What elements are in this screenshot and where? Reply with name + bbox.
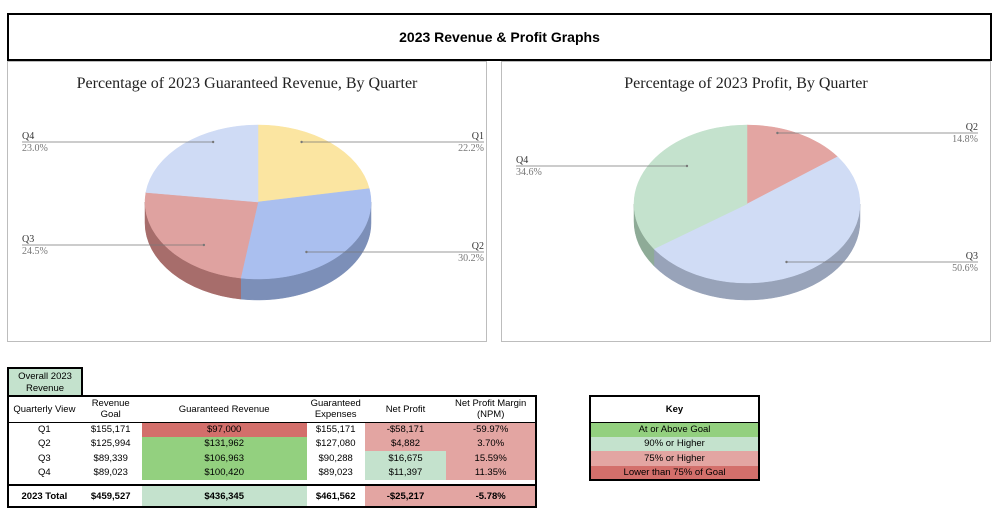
revenue-pie-chart: Percentage of 2023 Guaranteed Revenue, B… — [7, 61, 487, 342]
table-row: Q4 $89,023 $100,420 $89,023 $11,397 11.35% — [8, 465, 536, 480]
key-item: At or Above Goal — [590, 422, 759, 437]
cell-guaranteed-revenue: $97,000 — [141, 422, 307, 437]
table-row: Q1 $155,171 $97,000 $155,171 -$58,171 -59.97% — [8, 422, 536, 437]
key-row: Lower than 75% of Goal — [590, 465, 759, 480]
cell-revenue-goal: $459,527 — [79, 484, 142, 507]
cell-npm: 3.70% — [446, 436, 536, 451]
cell-net-profit: $4,882 — [364, 436, 447, 451]
table-row: Q3 $89,339 $106,963 $90,288 $16,675 15.59% — [8, 451, 536, 466]
key-item: 75% or Higher — [590, 451, 759, 466]
slice-label-q1: Q1 — [472, 131, 484, 142]
cell-net-profit: $11,397 — [364, 465, 447, 480]
table-row: Q2 $125,994 $131,962 $127,080 $4,882 3.70% — [8, 436, 536, 451]
cell-guaranteed-revenue: $100,420 — [141, 465, 307, 480]
revenue-chart-title: Percentage of 2023 Guaranteed Revenue, B… — [76, 75, 418, 92]
slice-pct-q4: 34.6% — [516, 167, 542, 178]
slice-label-q4: Q4 — [516, 155, 528, 166]
cell-quarter: 2023 Total — [8, 484, 80, 507]
cell-guaranteed-expenses: $127,080 — [315, 438, 356, 450]
header-guaranteed-revenue: Guaranteed Revenue — [141, 396, 307, 423]
pie-slice-q3 — [144, 192, 259, 279]
leader-dot-q3 — [785, 260, 788, 264]
key-item: Lower than 75% of Goal — [590, 465, 759, 480]
cell-revenue-goal: $89,339 — [93, 452, 128, 464]
cell-revenue-goal: $89,023 — [93, 467, 128, 479]
cell-revenue-goal: $155,171 — [90, 424, 131, 435]
cell-guaranteed-revenue: $436,345 — [141, 484, 307, 507]
overall-revenue-tag: Overall 2023 Revenue — [7, 367, 83, 396]
header-quarterly-view: Quarterly View — [8, 396, 80, 423]
slice-pct-q4: 23.0% — [22, 143, 48, 154]
leader-dot-q4 — [211, 140, 215, 144]
leader-dot-q2 — [776, 131, 779, 135]
key-title: Key — [590, 396, 759, 423]
slice-label-q2: Q2 — [472, 241, 484, 252]
header-npm: Net Profit Margin (NPM) — [446, 396, 536, 423]
cell-quarter: Q1 — [38, 424, 51, 435]
cell-net-profit: -$25,217 — [364, 484, 447, 507]
slice-pct-q2: 30.2% — [458, 253, 484, 264]
cell-guaranteed-expenses: $89,023 — [318, 467, 353, 479]
table-header-row: Quarterly View Revenue Goal Guaranteed R… — [8, 396, 536, 423]
key-row: 90% or Higher — [590, 436, 759, 451]
pie-slice-q4 — [145, 124, 259, 203]
cell-net-profit: $16,675 — [364, 451, 447, 466]
slice-label-q2: Q2 — [966, 122, 978, 133]
key-row: At or Above Goal — [590, 422, 759, 437]
cell-guaranteed-expenses: $90,288 — [318, 452, 353, 464]
cell-revenue-goal: $125,994 — [90, 438, 131, 450]
quarterly-table: Quarterly View Revenue Goal Guaranteed R… — [7, 395, 537, 508]
slice-pct-q3: 50.6% — [952, 263, 978, 274]
key-row: 75% or Higher — [590, 451, 759, 466]
cell-quarter: Q3 — [38, 452, 51, 464]
key-table: Key At or Above Goal 90% or Higher 75% or … — [589, 395, 760, 481]
pie-slice-q2 — [240, 188, 372, 280]
cell-guaranteed-revenue: $131,962 — [141, 436, 307, 451]
cell-npm: -59.97% — [446, 422, 536, 437]
profit-chart-title: Percentage of 2023 Profit, By Quarter — [624, 75, 868, 92]
cell-guaranteed-revenue: $106,963 — [141, 451, 307, 466]
leader-dot-q2 — [305, 250, 308, 254]
slice-label-q4: Q4 — [22, 131, 34, 142]
cell-npm: 15.59% — [446, 451, 536, 466]
cell-guaranteed-expenses: $461,562 — [306, 484, 365, 507]
header-revenue-goal: Revenue Goal — [79, 396, 142, 423]
pie-slice-q4 — [633, 124, 748, 250]
leader-dot-q1 — [300, 140, 303, 144]
cell-quarter: Q2 — [38, 438, 51, 450]
slice-label-q3: Q3 — [22, 234, 34, 245]
page-title: 2023 Revenue & Profit Graphs — [7, 13, 992, 61]
leader-dot-q3 — [202, 243, 206, 247]
key-item: 90% or Higher — [590, 436, 759, 451]
cell-net-profit: -$58,171 — [364, 422, 447, 437]
pie-slice-q3 — [653, 156, 861, 284]
slice-label-q3: Q3 — [966, 251, 978, 262]
pie-slice-q1 — [257, 124, 370, 203]
slice-pct-q1: 22.2% — [458, 143, 484, 154]
slice-pct-q2: 14.8% — [952, 134, 978, 145]
cell-npm: 11.35% — [446, 465, 536, 480]
cell-npm: -5.78% — [446, 484, 536, 507]
header-net-profit: Net Profit — [364, 396, 447, 423]
profit-pie-chart: Percentage of 2023 Profit, By Quarter Q2… — [501, 61, 991, 342]
leader-dot-q4 — [685, 164, 689, 168]
slice-pct-q3: 24.5% — [22, 246, 48, 257]
cell-guaranteed-expenses: $155,171 — [315, 424, 356, 435]
table-total-row: 2023 Total $459,527 $436,345 $461,562 -$25,2… — [8, 484, 536, 507]
cell-quarter: Q4 — [38, 467, 51, 479]
header-guaranteed-expenses: Guaranteed Expenses — [306, 396, 365, 423]
